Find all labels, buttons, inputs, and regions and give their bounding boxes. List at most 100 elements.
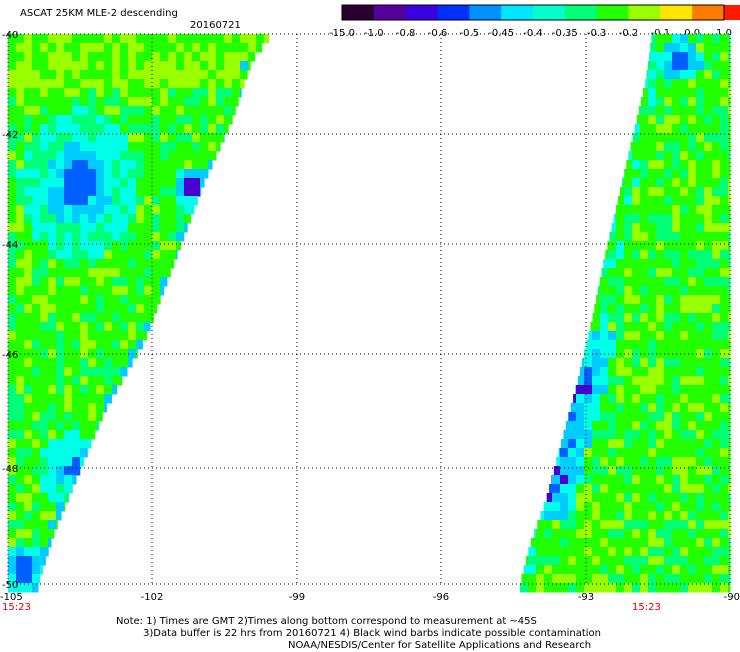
swath-cell xyxy=(608,529,617,539)
swath-cell xyxy=(144,169,153,179)
swath-cell xyxy=(152,259,161,269)
swath-cell xyxy=(672,565,681,575)
swath-cell xyxy=(104,133,113,143)
swath-cell xyxy=(32,529,41,539)
swath-cell xyxy=(672,232,681,242)
swath-cell xyxy=(24,430,33,440)
swath-cell xyxy=(632,403,641,413)
swath-cell xyxy=(200,97,209,107)
swath-cell xyxy=(664,520,673,530)
swath-cell xyxy=(696,322,705,332)
swath-cell xyxy=(712,385,721,395)
swath-cell xyxy=(48,43,57,53)
swath-cell xyxy=(8,493,17,503)
latitude-label: -48 xyxy=(2,464,18,475)
swath-cell xyxy=(24,547,33,557)
swath-cell xyxy=(112,43,121,53)
swath-cell xyxy=(8,403,17,413)
swath-cell xyxy=(32,43,41,53)
swath-cell xyxy=(664,286,673,296)
swath-cell xyxy=(72,97,81,107)
swath-cell xyxy=(632,511,641,521)
swath-cell xyxy=(664,475,673,485)
swath-cell xyxy=(40,43,49,53)
swath-cell xyxy=(224,34,233,44)
swath-cell xyxy=(56,142,65,152)
swath-cell xyxy=(626,160,633,170)
swath-cell xyxy=(608,331,617,341)
swath-cell xyxy=(24,106,33,116)
swath-cell xyxy=(88,151,97,161)
swath-cell xyxy=(648,214,657,224)
swath-cell xyxy=(96,358,105,368)
swath-cell xyxy=(64,142,73,152)
swath-cell xyxy=(16,34,25,44)
swath-cell xyxy=(648,502,657,512)
swath-cell xyxy=(80,277,89,287)
swath-cell xyxy=(88,412,97,422)
swath-cell xyxy=(40,34,49,44)
swath-cell xyxy=(680,394,689,404)
swath-cell xyxy=(584,439,593,449)
swath-cell xyxy=(8,394,17,404)
latitude-label: -46 xyxy=(2,350,18,361)
swath-cell xyxy=(696,160,705,170)
swath-cell xyxy=(640,331,649,341)
swath-cell xyxy=(32,178,41,188)
swath-cell xyxy=(224,115,233,125)
swath-cell xyxy=(560,574,569,584)
swath-cell xyxy=(728,538,731,548)
swath-cell xyxy=(16,142,25,152)
swath-cell xyxy=(608,340,617,350)
swath-cell xyxy=(96,115,105,125)
swath-cell xyxy=(32,538,41,548)
swath-cell xyxy=(672,430,681,440)
swath-cell xyxy=(648,169,657,179)
swath-cell xyxy=(696,412,705,422)
colorbar-swatch xyxy=(373,5,407,20)
swath-cell xyxy=(688,538,697,548)
swath-cell xyxy=(672,394,681,404)
colorbar-swatch xyxy=(405,5,438,20)
swath-cell xyxy=(104,331,113,341)
swath-cell xyxy=(632,151,641,161)
swath-cell xyxy=(160,88,169,98)
swath-cell xyxy=(672,484,681,494)
swath-cell xyxy=(216,43,225,53)
swath-cell xyxy=(8,439,17,449)
swath-cell xyxy=(624,367,633,377)
swath-cell xyxy=(568,493,577,503)
swath-cell xyxy=(664,565,673,575)
swath-cell xyxy=(32,520,41,530)
swath-cell xyxy=(696,295,705,305)
swath-cell xyxy=(32,70,41,80)
swath-cell xyxy=(648,358,657,368)
swath-cell xyxy=(696,484,705,494)
swath-cell xyxy=(688,196,697,206)
swath-cell xyxy=(664,313,673,323)
swath-cell xyxy=(613,214,617,224)
swath-cell xyxy=(672,421,681,431)
swath-cell xyxy=(32,475,41,485)
swath-cell xyxy=(608,322,617,332)
swath-cell xyxy=(568,430,577,440)
swath-cell xyxy=(728,151,731,161)
swath-cell xyxy=(208,106,217,116)
swath-cell xyxy=(728,205,731,215)
swath-cell xyxy=(712,214,721,224)
swath-cell xyxy=(32,511,41,521)
swath-cell xyxy=(8,124,17,134)
swath-cell xyxy=(216,79,225,89)
swath-cell xyxy=(80,34,89,44)
swath-cell xyxy=(104,151,113,161)
swath-cell xyxy=(8,277,17,287)
colorbar-swatch xyxy=(724,5,740,20)
swath-cell xyxy=(632,232,641,242)
swath-cell xyxy=(672,196,681,206)
swath-cell xyxy=(104,223,113,233)
swath-cell xyxy=(80,286,89,296)
swath-cell xyxy=(64,259,73,269)
swath-cell xyxy=(616,376,625,386)
swath-cell xyxy=(576,583,585,593)
swath-cell xyxy=(40,268,49,278)
